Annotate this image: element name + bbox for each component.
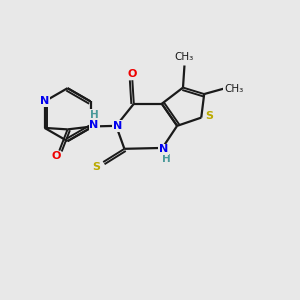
Text: CH₃: CH₃ bbox=[224, 84, 243, 94]
Text: N: N bbox=[89, 120, 99, 130]
Text: N: N bbox=[40, 96, 49, 106]
Text: N: N bbox=[113, 121, 122, 131]
Text: S: S bbox=[206, 111, 214, 121]
Text: O: O bbox=[128, 69, 137, 79]
Text: H: H bbox=[161, 154, 170, 164]
Text: H: H bbox=[90, 110, 98, 120]
Text: S: S bbox=[93, 162, 101, 172]
Text: N: N bbox=[159, 144, 169, 154]
Text: CH₃: CH₃ bbox=[175, 52, 194, 62]
Text: O: O bbox=[51, 152, 61, 161]
